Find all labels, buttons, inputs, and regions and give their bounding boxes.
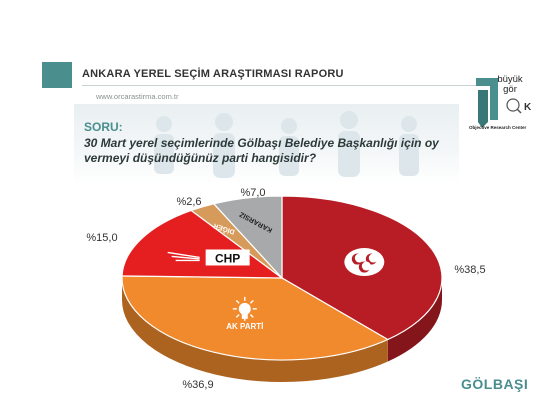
magnifier-icon [506,98,520,112]
svg-text:K: K [524,102,532,113]
question-text: 30 Mart yerel seçimlerinde Gölbaşı Beled… [84,136,439,165]
people-silhouettes-icon [154,111,419,178]
report-url: www.orcarastirma.com.tr [96,92,179,101]
value-label-chp: %15,0 [86,232,117,244]
value-label-di̇ğer: %2,6 [176,196,201,208]
pie-slice-kararsiz [212,195,283,280]
chp-arrows-icon [167,251,200,262]
logo-text-line2: gör [503,84,517,95]
logo-text-line1: büyük [497,74,523,85]
chp-label-box [205,249,250,266]
value-label-ak-parti̇: %36,9 [182,379,213,391]
logo-text: büyük gör [495,75,525,95]
mhp-crescents-icon [344,248,385,277]
logo-caption: Objective Research Center [469,125,527,130]
ak-parti-bulb-icon [232,296,257,321]
region-label: GÖLBAŞI [461,376,529,392]
pie-side-walls [122,278,442,382]
slide-content: ANKARA YEREL SEÇİM ARAŞTIRMASI RAPORU ww… [38,54,543,404]
orc-logo: K [476,78,532,128]
question-label: SORU: [84,120,123,134]
pie-side-ak-parti̇ [122,278,388,382]
header-divider [82,85,477,86]
report-title: ANKARA YEREL SEÇİM ARAŞTIRMASI RAPORU [82,68,344,80]
pie-side-mhp [387,278,442,362]
value-label-mhp: %38,5 [454,264,485,276]
value-label-kararsiz: %7,0 [240,187,265,199]
slice-label-ak-parti̇: AK PARTİ [226,322,263,331]
people-illustration [74,104,459,184]
header-accent-block [42,62,72,88]
pie-slice-ak-parti̇ [121,275,390,361]
slice-label-chp: CHP [215,251,240,265]
